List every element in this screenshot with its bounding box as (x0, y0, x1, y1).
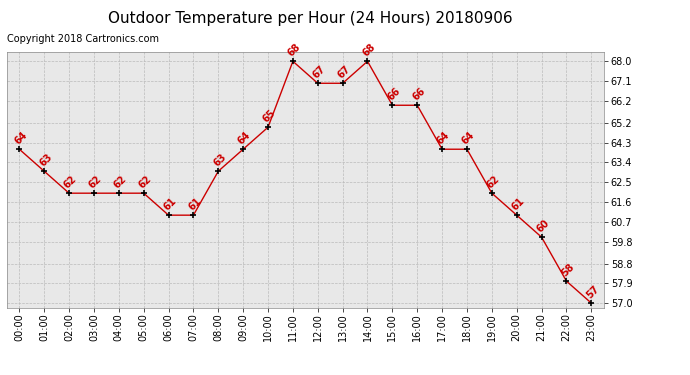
Text: 58: 58 (560, 262, 576, 278)
Text: 61: 61 (161, 196, 178, 212)
Text: Temperature  (°F): Temperature (°F) (506, 16, 604, 26)
Text: 64: 64 (236, 130, 253, 147)
Text: 65: 65 (261, 108, 277, 124)
Text: 62: 62 (485, 174, 502, 190)
Text: 60: 60 (535, 218, 551, 234)
Text: Outdoor Temperature per Hour (24 Hours) 20180906: Outdoor Temperature per Hour (24 Hours) … (108, 11, 513, 26)
Text: 61: 61 (186, 196, 203, 212)
Text: 62: 62 (137, 174, 153, 190)
Text: 67: 67 (310, 64, 328, 81)
Text: 62: 62 (112, 174, 128, 190)
Text: Copyright 2018 Cartronics.com: Copyright 2018 Cartronics.com (7, 34, 159, 44)
Text: 64: 64 (12, 130, 29, 147)
Text: 66: 66 (411, 86, 427, 102)
Text: 64: 64 (460, 130, 477, 147)
Text: 68: 68 (361, 42, 377, 58)
Text: 68: 68 (286, 42, 303, 58)
Text: 67: 67 (335, 64, 353, 81)
Text: 66: 66 (386, 86, 402, 102)
Text: 57: 57 (584, 284, 601, 300)
Text: 63: 63 (211, 152, 228, 168)
Text: 63: 63 (37, 152, 54, 168)
Text: 62: 62 (62, 174, 79, 190)
Text: 62: 62 (87, 174, 104, 190)
Text: 64: 64 (435, 130, 452, 147)
Text: 61: 61 (510, 196, 526, 212)
